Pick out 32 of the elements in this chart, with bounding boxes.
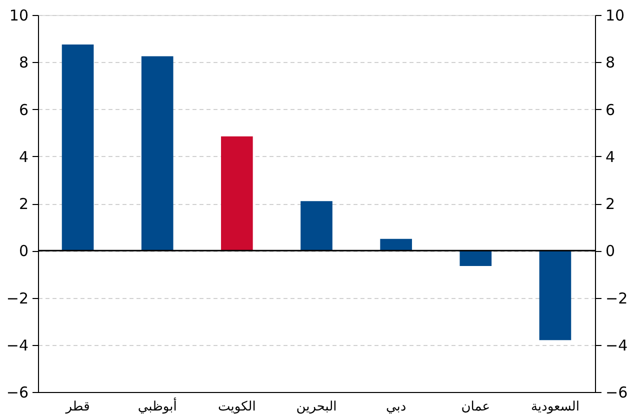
y2-tick-label: 0 xyxy=(606,242,616,260)
x-tick-label: دبي xyxy=(386,400,406,414)
y2-tick-label: 6 xyxy=(606,100,616,119)
y2-tick-label: 2 xyxy=(606,195,616,213)
x-tick-label: أبوظبي xyxy=(138,398,177,414)
bar xyxy=(62,44,94,251)
x-tick-label: البحرين xyxy=(296,400,337,414)
y2-tick-label: −4 xyxy=(606,336,628,354)
y2-tick-label: −6 xyxy=(606,384,628,402)
y2-tick-label: −2 xyxy=(606,289,628,308)
y-tick-label: 2 xyxy=(18,195,28,213)
x-tick-label: السعودية xyxy=(530,400,580,414)
y2-tick-label: 10 xyxy=(606,6,625,24)
bar xyxy=(141,56,174,251)
y-tick-label: −4 xyxy=(6,336,28,354)
bar xyxy=(221,136,253,251)
bar xyxy=(300,201,332,251)
y-tick-label: 4 xyxy=(18,148,28,166)
bar xyxy=(539,250,572,340)
y2-tick-label: 8 xyxy=(606,54,616,72)
bar xyxy=(460,250,492,266)
y-tick-label: 6 xyxy=(18,100,28,119)
x-tick-label: عمان xyxy=(461,400,490,414)
y-tick-label: −2 xyxy=(6,289,28,308)
y-tick-label: 0 xyxy=(18,242,28,260)
y-tick-label: 8 xyxy=(18,54,28,72)
y-tick-label: 10 xyxy=(9,6,28,24)
bar xyxy=(380,238,412,251)
y2-tick-label: 4 xyxy=(606,148,616,166)
x-tick-label: قطر xyxy=(64,400,90,414)
x-tick-label: الكويت xyxy=(218,400,256,414)
y-tick-label: −6 xyxy=(6,384,28,402)
